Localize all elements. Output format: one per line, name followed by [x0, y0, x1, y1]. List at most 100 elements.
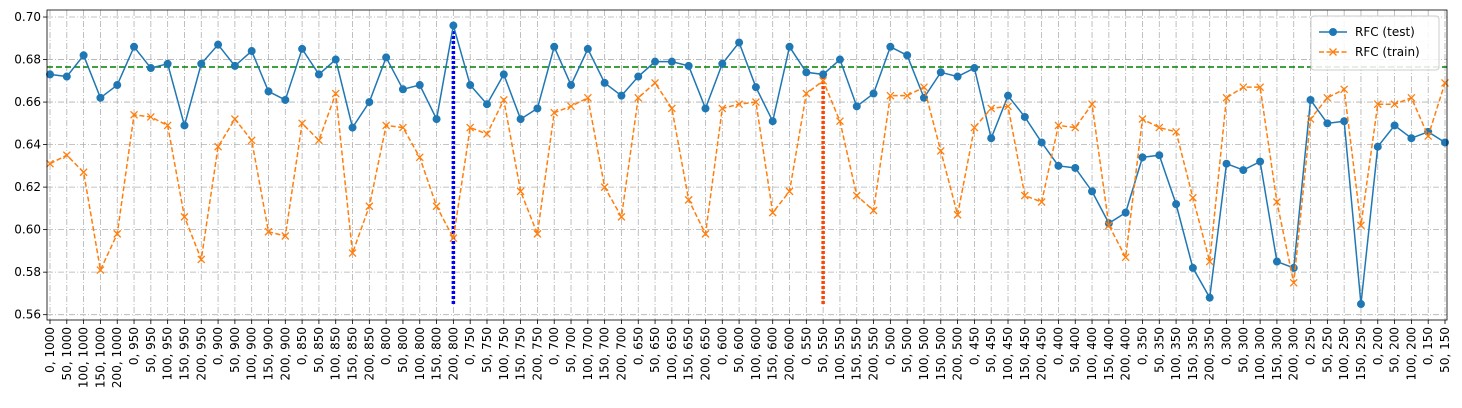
point [1306, 115, 1315, 124]
x-tick-label: 150, 300 [1270, 327, 1284, 380]
point [180, 121, 189, 130]
x-tick-label: 150, 450 [1018, 327, 1032, 380]
point [1138, 115, 1147, 124]
series-line [49, 79, 1446, 283]
x-tick-label: 150, 350 [1186, 327, 1200, 380]
x-tick-label: 0, 950 [127, 327, 141, 365]
x-tick-label: 200, 950 [194, 327, 208, 380]
point [600, 78, 609, 87]
x-tick-label: 150, 700 [598, 327, 612, 380]
x-tick-label: 150, 1000 [93, 327, 107, 388]
x-tick-label: 150, 650 [682, 327, 696, 380]
point [247, 47, 256, 56]
point [835, 117, 844, 126]
point [1373, 142, 1382, 151]
x-tick-label: 0, 400 [1051, 327, 1065, 365]
x-tick-label: 0, 700 [547, 327, 561, 365]
point [785, 187, 794, 196]
point [768, 208, 777, 217]
x-tick-label: 50, 750 [480, 327, 494, 373]
point [46, 159, 54, 168]
point [802, 89, 811, 98]
x-tick-label: 200, 500 [951, 327, 965, 380]
point [533, 229, 542, 238]
x-tick-label: 200, 550 [867, 327, 881, 380]
point [852, 191, 861, 200]
x-tick-label: 150, 600 [766, 327, 780, 380]
point [583, 93, 592, 102]
point [1155, 151, 1164, 160]
point [146, 112, 155, 121]
point [516, 115, 525, 124]
x-tick-label: 0, 300 [1220, 327, 1234, 365]
point [684, 195, 693, 204]
x-tick-label: 200, 650 [698, 327, 712, 380]
point [869, 89, 878, 98]
x-tick-label: 150, 850 [346, 327, 360, 380]
x-tick-label: 200, 600 [783, 327, 797, 380]
point [130, 110, 138, 119]
point [1155, 123, 1164, 132]
legend-label: RFC (test) [1355, 25, 1415, 39]
point [869, 206, 878, 215]
point [550, 42, 559, 51]
x-tick-label: 200, 350 [1203, 327, 1217, 380]
point [1289, 278, 1298, 287]
point [1188, 193, 1197, 202]
point [146, 64, 155, 73]
point [970, 123, 979, 132]
x-tick-label: 100, 800 [413, 327, 427, 380]
legend-box [1310, 15, 1440, 71]
x-tick-label: 0, 750 [463, 327, 477, 365]
point [819, 70, 828, 79]
point [1205, 293, 1214, 302]
x-tick-label: 50, 300 [1236, 327, 1250, 373]
x-tick-label: 0, 200 [1371, 327, 1385, 365]
x-tick-label: 50, 350 [1152, 327, 1166, 373]
point [852, 102, 861, 111]
point [348, 123, 357, 132]
point [382, 53, 391, 62]
point [936, 147, 945, 155]
point [1424, 132, 1433, 141]
point [987, 134, 996, 143]
point [567, 102, 575, 111]
point [398, 123, 407, 132]
x-tick-label: 200, 850 [362, 327, 376, 380]
x-tick-label: 50, 800 [396, 327, 410, 373]
point [113, 229, 122, 238]
point [835, 55, 844, 64]
point [1323, 93, 1332, 102]
x-tick-label: 150, 550 [850, 327, 864, 380]
x-tick-label: 0, 600 [715, 327, 729, 365]
x-tick-label: 150, 950 [177, 327, 191, 380]
x-tick-label: 50, 700 [564, 327, 578, 373]
point [886, 42, 895, 51]
x-tick-label: 0, 500 [883, 327, 897, 365]
point [1205, 257, 1214, 266]
point [1004, 102, 1012, 111]
x-tick-label: 50, 200 [1388, 327, 1402, 373]
x-tick-label: 0, 800 [379, 327, 393, 365]
point [701, 104, 710, 113]
point [1306, 95, 1315, 104]
point [482, 100, 491, 109]
point [130, 42, 139, 51]
point [684, 61, 693, 70]
point [651, 78, 660, 87]
point [382, 121, 391, 130]
point [1020, 191, 1029, 200]
x-tick-label: 150, 750 [514, 327, 528, 380]
point [163, 59, 172, 68]
point [1390, 100, 1399, 109]
point [247, 136, 256, 145]
x-tick-label: 150, 900 [261, 327, 275, 380]
point [1340, 117, 1349, 126]
point [314, 136, 323, 145]
point [667, 57, 676, 66]
point [79, 168, 88, 177]
point [113, 81, 122, 90]
y-tick-label: 0.62 [14, 180, 41, 194]
point [970, 64, 979, 73]
